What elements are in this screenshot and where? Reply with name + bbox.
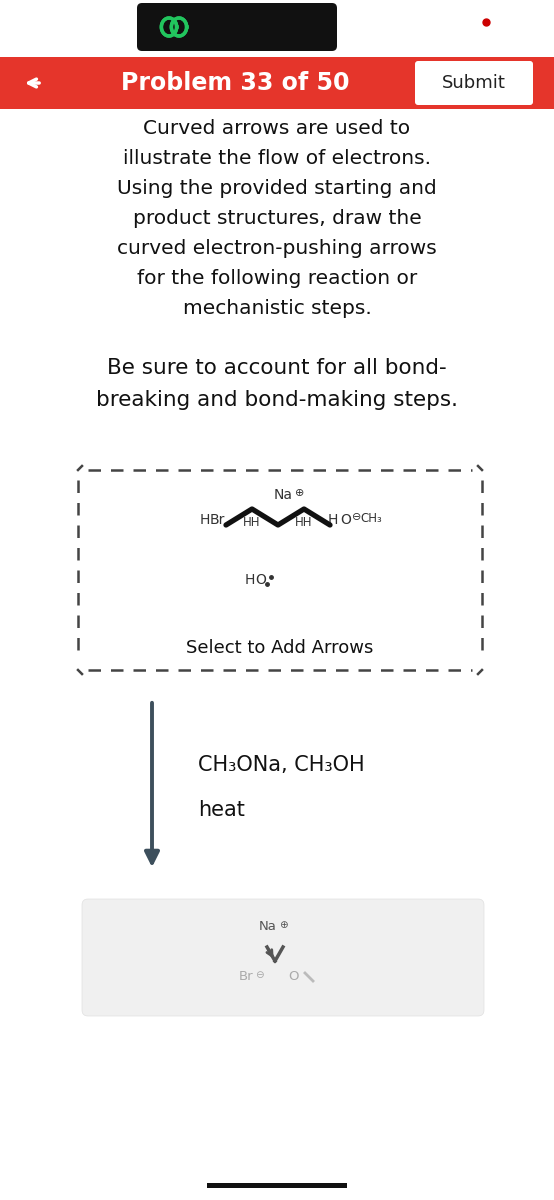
Text: curved electron-pushing arrows: curved electron-pushing arrows <box>117 239 437 258</box>
Bar <box>207 1183 347 1188</box>
Text: Problem 33 of 50: Problem 33 of 50 <box>121 71 349 95</box>
Text: CH₃: CH₃ <box>360 512 382 526</box>
Text: Na: Na <box>259 920 277 934</box>
Text: Curved arrows are used to: Curved arrows are used to <box>143 119 411 138</box>
Text: Na: Na <box>274 488 293 502</box>
Text: H: H <box>327 514 338 527</box>
Text: Br: Br <box>210 514 225 527</box>
Text: ⊖: ⊖ <box>255 970 264 980</box>
Text: Select to Add Arrows: Select to Add Arrows <box>186 638 374 658</box>
Text: heat: heat <box>198 800 245 821</box>
Text: H: H <box>245 572 255 587</box>
Text: O: O <box>255 572 266 587</box>
Text: Be sure to account for all bond-: Be sure to account for all bond- <box>107 358 447 378</box>
Text: Using the provided starting and: Using the provided starting and <box>117 179 437 198</box>
Text: illustrate the flow of electrons.: illustrate the flow of electrons. <box>123 149 431 168</box>
FancyBboxPatch shape <box>415 61 533 104</box>
Text: Submit: Submit <box>442 74 506 92</box>
Text: HH: HH <box>243 516 261 529</box>
Bar <box>0 56 554 109</box>
Text: H: H <box>199 514 210 527</box>
Text: for the following reaction or: for the following reaction or <box>137 269 417 288</box>
Text: mechanistic steps.: mechanistic steps. <box>183 299 371 318</box>
Text: O: O <box>340 514 351 527</box>
Text: O: O <box>288 971 299 984</box>
Text: Br: Br <box>238 971 253 984</box>
Text: ⊕: ⊕ <box>295 488 304 498</box>
Text: product structures, draw the: product structures, draw the <box>132 209 422 228</box>
Text: ⊕: ⊕ <box>279 920 288 930</box>
Text: CH₃ONa, CH₃OH: CH₃ONa, CH₃OH <box>198 755 365 775</box>
FancyBboxPatch shape <box>82 899 484 1016</box>
Text: ⊖: ⊖ <box>352 512 361 522</box>
Text: HH: HH <box>295 516 313 529</box>
FancyBboxPatch shape <box>137 2 337 50</box>
Text: breaking and bond-making steps.: breaking and bond-making steps. <box>96 390 458 410</box>
